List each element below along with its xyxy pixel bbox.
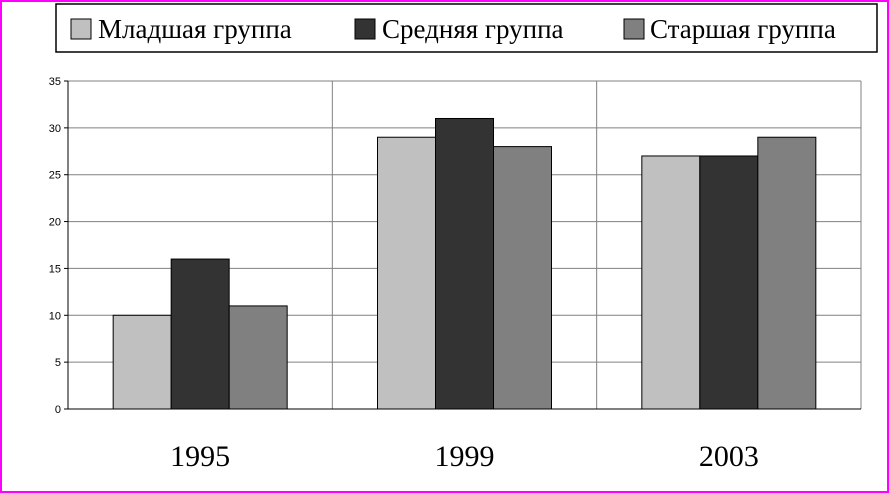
y-tick-label-4: 20 [49, 217, 61, 229]
x-category-label-1995: 1995 [170, 440, 230, 473]
legend-label-1: Средняя группа [382, 14, 564, 44]
bar-2003-series-0 [641, 155, 701, 410]
y-tick-label-3: 15 [49, 263, 61, 275]
y-tick-label-5: 25 [49, 170, 61, 182]
bar-1995-series-0 [112, 314, 172, 410]
bar-1995-series-1 [170, 258, 230, 410]
y-tick-label-6: 30 [49, 123, 61, 135]
legend-label-0: Младшая группа [98, 14, 292, 44]
y-tick-label-2: 10 [49, 310, 61, 322]
bar-1999-series-1 [435, 117, 494, 410]
legend-label-2: Старшая группа [650, 14, 836, 44]
legend-box [55, 3, 878, 53]
bar-2003-series-2 [757, 136, 817, 410]
legend-swatch-0 [70, 18, 92, 40]
y-tick-label-1: 5 [55, 357, 61, 369]
legend-swatch-2 [623, 18, 645, 40]
bar-2003-series-1 [699, 155, 759, 410]
bar-1999-series-2 [493, 146, 552, 410]
plot-area: 0 5 10 15 20 25 30 35 1995 1999 2003 [49, 76, 862, 473]
x-category-label-1999: 1999 [435, 440, 495, 473]
chart-legend: Младшая группа Средняя группа Старшая гр… [55, 3, 878, 53]
x-category-label-2003: 2003 [699, 440, 759, 473]
legend-swatch-1 [354, 18, 376, 40]
y-tick-label-7: 35 [49, 76, 61, 88]
bar-1995-series-2 [228, 305, 288, 410]
bar-1999-series-0 [377, 136, 436, 410]
y-tick-label-0: 0 [55, 404, 61, 416]
